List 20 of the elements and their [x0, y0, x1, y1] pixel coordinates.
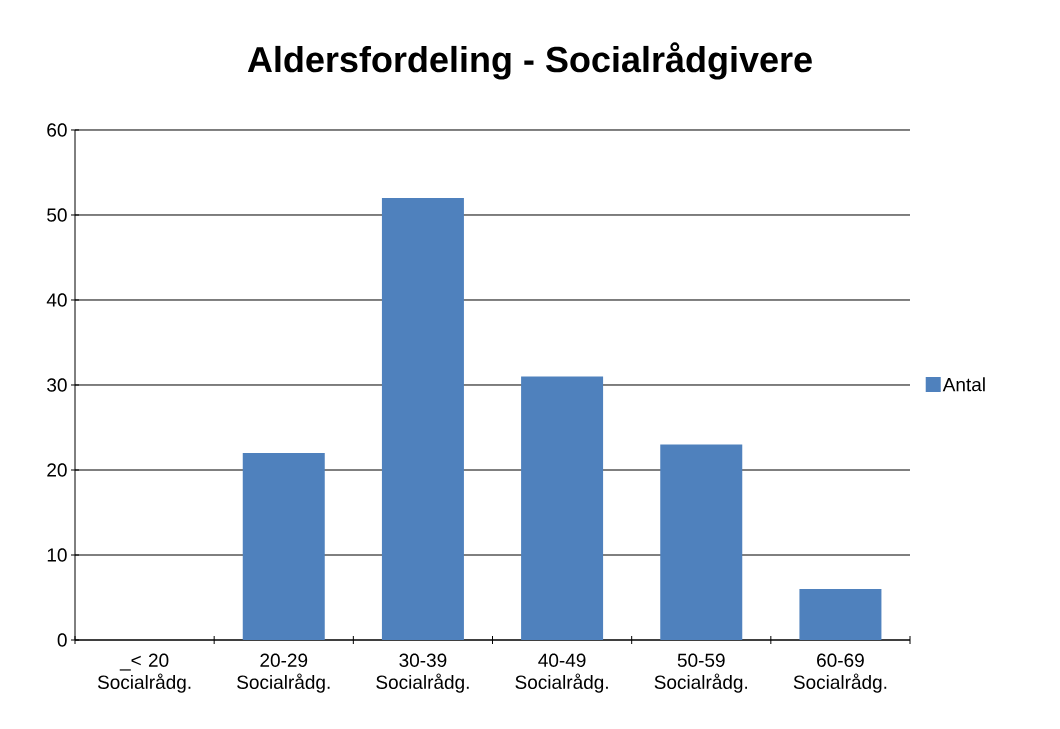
y-tick-label: 0: [57, 633, 67, 647]
x-tick-label: 20-29 Socialrådg.: [237, 653, 330, 693]
y-tick-label: 50: [47, 208, 67, 222]
bar: [521, 376, 604, 640]
bar: [381, 198, 464, 640]
bar: [660, 444, 743, 640]
legend-label: Antal: [942, 377, 985, 392]
bar: [799, 589, 882, 640]
y-tick-label: 30: [47, 378, 67, 392]
x-tick-label: 40-49 Socialrådg.: [515, 653, 608, 693]
x-tick-label: 50-59 Socialrådg.: [654, 653, 748, 693]
y-tick-label: 60: [47, 123, 67, 137]
chart-title: Aldersfordeling - Socialrådgivere: [247, 42, 812, 80]
y-tick-label: 10: [47, 548, 67, 562]
y-tick-label: 40: [46, 293, 67, 307]
x-tick-label: _< 20 Socialrådg.: [97, 653, 191, 693]
bar: [242, 453, 325, 640]
x-tick-label: 30-39 Socialrådg.: [376, 653, 469, 693]
y-tick-label: 20: [47, 463, 67, 477]
x-tick-label: 60-69 Socialrådg.: [793, 653, 887, 693]
